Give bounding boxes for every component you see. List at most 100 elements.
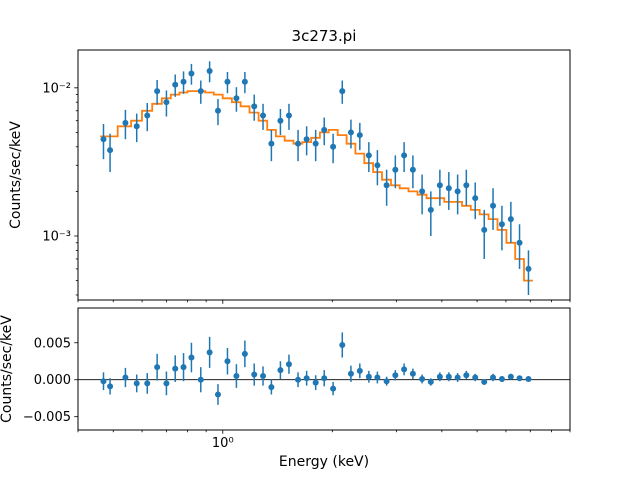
residual-point	[401, 366, 408, 373]
data-point	[285, 112, 292, 119]
residual-point	[507, 373, 514, 380]
data-point	[224, 78, 231, 85]
residual-point	[122, 374, 129, 381]
data-point	[436, 182, 443, 189]
residual-point	[321, 375, 328, 382]
data-series-top	[100, 61, 532, 295]
residual-point	[224, 358, 231, 365]
residual-point	[163, 380, 170, 387]
data-point	[374, 162, 381, 169]
data-point	[260, 112, 267, 119]
residual-point	[144, 380, 151, 387]
residual-point	[206, 349, 213, 356]
data-point	[330, 143, 337, 150]
y-tick-label: 10⁻³	[42, 230, 71, 245]
residual-point	[481, 378, 488, 385]
residual-point	[445, 373, 452, 380]
y-tick-label: 0.005	[34, 336, 71, 351]
data-point	[277, 117, 284, 124]
residual-point	[260, 373, 267, 380]
y-tick-label: 10⁻²	[42, 81, 71, 96]
residual-point	[365, 373, 372, 380]
data-point	[472, 195, 479, 202]
data-point	[163, 99, 170, 106]
data-point	[427, 206, 434, 213]
data-point	[303, 136, 310, 143]
residual-series	[100, 332, 532, 405]
residual-point	[180, 364, 187, 371]
data-point	[122, 119, 129, 126]
data-point	[409, 166, 416, 173]
residual-point	[356, 367, 363, 374]
model-step-line	[100, 90, 533, 282]
residual-point	[268, 384, 275, 391]
bottom-y-axis-label: Counts/sec/keV	[0, 315, 15, 423]
data-point	[180, 78, 187, 85]
data-point	[197, 88, 204, 95]
residual-point	[454, 374, 461, 381]
data-point	[454, 188, 461, 195]
data-point	[206, 67, 213, 74]
bottom-panel-frame	[77, 307, 571, 431]
residual-point	[154, 364, 161, 371]
data-point	[498, 221, 505, 228]
y-tick-label: −0.005	[23, 410, 71, 425]
data-point	[214, 107, 221, 114]
data-point	[463, 182, 470, 189]
data-point	[365, 152, 372, 159]
residual-point	[312, 379, 319, 386]
top-y-axis-label: Counts/sec/keV	[8, 121, 24, 229]
data-point	[133, 123, 140, 130]
data-point	[507, 216, 514, 223]
data-point	[445, 185, 452, 192]
residual-point	[241, 350, 248, 357]
data-point	[481, 226, 488, 233]
residual-point	[188, 354, 195, 361]
data-point	[268, 140, 275, 147]
residual-point	[133, 380, 140, 387]
data-point	[392, 166, 399, 173]
residual-point	[277, 367, 284, 374]
residual-point	[463, 372, 470, 379]
x-tick-label: 10⁰	[212, 436, 234, 451]
data-point	[144, 112, 151, 119]
data-point	[295, 140, 302, 147]
residual-point	[436, 373, 443, 380]
residual-point	[392, 372, 399, 379]
residual-point	[409, 370, 416, 377]
residual-point	[490, 374, 497, 381]
residual-point	[472, 374, 479, 381]
data-point	[347, 129, 354, 136]
residual-point	[419, 375, 426, 382]
residual-point	[172, 365, 179, 372]
residual-point	[339, 341, 346, 348]
data-point	[356, 132, 363, 139]
data-point	[100, 136, 107, 143]
residual-point	[285, 361, 292, 368]
data-point	[241, 78, 248, 85]
x-axis-label: Energy (keV)	[279, 454, 369, 470]
residual-point	[303, 375, 310, 382]
residual-point	[383, 378, 390, 385]
data-point	[383, 182, 390, 189]
residual-point	[516, 375, 523, 382]
data-point	[516, 239, 523, 246]
residual-point	[427, 378, 434, 385]
data-point	[401, 152, 408, 159]
chart-title: 3c273.pi	[292, 27, 357, 45]
residual-point	[214, 391, 221, 398]
data-point	[251, 103, 258, 110]
residual-point	[100, 378, 107, 385]
residual-point	[295, 376, 302, 383]
y-tick-label: 0.000	[34, 373, 71, 388]
data-point	[233, 95, 240, 102]
data-point	[312, 140, 319, 147]
residual-point	[251, 371, 258, 378]
data-point	[188, 70, 195, 77]
data-point	[490, 202, 497, 209]
data-point	[419, 188, 426, 195]
data-point	[525, 265, 532, 272]
